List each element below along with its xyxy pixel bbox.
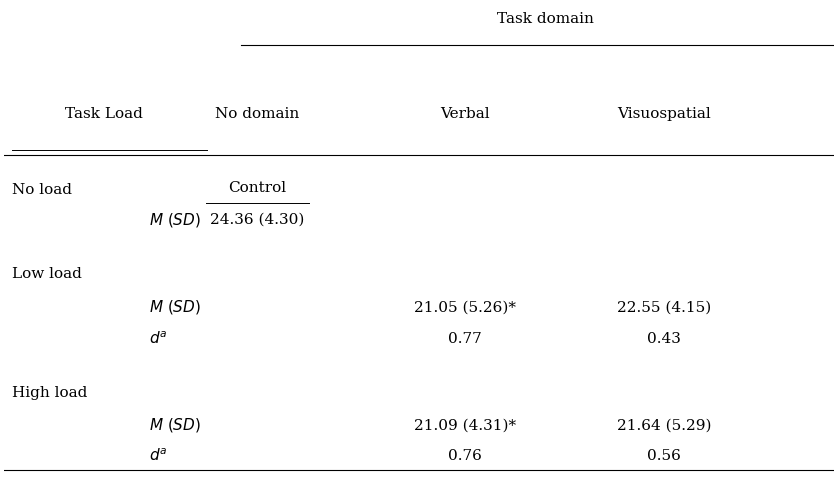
Text: $d^{a}$: $d^{a}$	[149, 447, 168, 464]
Text: 21.64 (5.29): 21.64 (5.29)	[617, 418, 711, 433]
Text: $M$ $(SD)$: $M$ $(SD)$	[149, 298, 201, 316]
Text: Low load: Low load	[13, 267, 82, 281]
Text: 21.05 (5.26)*: 21.05 (5.26)*	[414, 300, 515, 314]
Text: Task domain: Task domain	[497, 12, 594, 26]
Text: 0.77: 0.77	[447, 331, 482, 346]
Text: 0.76: 0.76	[447, 449, 482, 463]
Text: $M$ $(SD)$: $M$ $(SD)$	[149, 417, 201, 434]
Text: Task Load: Task Load	[65, 107, 142, 121]
Text: High load: High load	[13, 386, 88, 400]
Text: Control: Control	[228, 181, 287, 195]
Text: $d^{a}$: $d^{a}$	[149, 330, 168, 347]
Text: $M$ $(SD)$: $M$ $(SD)$	[149, 211, 201, 229]
Text: 0.56: 0.56	[647, 449, 680, 463]
Text: No domain: No domain	[215, 107, 299, 121]
Text: 0.43: 0.43	[647, 331, 680, 346]
Text: 24.36 (4.30): 24.36 (4.30)	[210, 213, 304, 227]
Text: 22.55 (4.15): 22.55 (4.15)	[617, 300, 711, 314]
Text: Visuospatial: Visuospatial	[617, 107, 711, 121]
Text: No load: No load	[13, 183, 72, 197]
Text: Verbal: Verbal	[440, 107, 489, 121]
Text: 21.09 (4.31)*: 21.09 (4.31)*	[414, 418, 515, 433]
